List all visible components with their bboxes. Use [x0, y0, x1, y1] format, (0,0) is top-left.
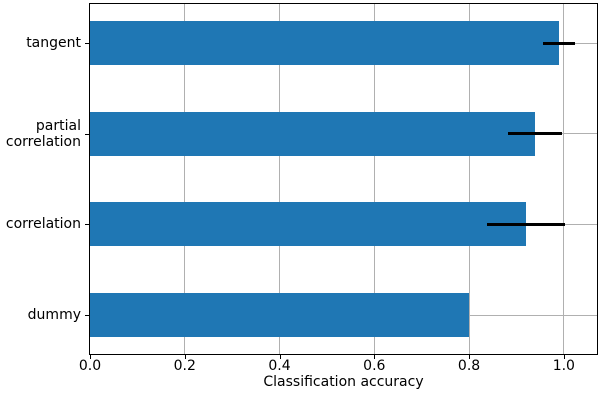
xtick-label-0.8: 0.8	[457, 358, 481, 374]
ytick-label-correlation: correlation	[5, 216, 81, 233]
gridline-x-0.2	[184, 4, 186, 354]
x-axis-label: Classification accuracy	[263, 374, 424, 390]
ytick-label-dummy: dummy	[27, 307, 81, 323]
xtick-label-0.6: 0.6	[363, 358, 386, 374]
bar-partial-correlation	[90, 111, 536, 156]
gridline-x-0.8	[468, 4, 470, 354]
bar-tangent	[90, 21, 560, 65]
xtick-label-0.2: 0.2	[173, 358, 196, 374]
ytick-partial-correlation	[85, 133, 90, 135]
ytick-tangent	[85, 43, 90, 44]
xtick-0.8	[469, 354, 471, 359]
xtick-label-1.0: 1.0	[552, 358, 575, 374]
gridline-x-1.0	[563, 4, 565, 354]
bar-correlation	[90, 202, 526, 247]
ytick-dummy	[85, 315, 90, 316]
xtick-0.2	[184, 354, 186, 359]
xtick-0.6	[374, 354, 376, 359]
gridline-x-0.4	[279, 4, 281, 354]
errorbar-tangent	[542, 41, 576, 45]
xtick-0.4	[279, 354, 281, 359]
ytick-label-tangent: tangent	[26, 35, 81, 51]
ytick-correlation	[85, 224, 90, 226]
xtick-label-0.4: 0.4	[268, 358, 291, 374]
xtick-1.0	[563, 354, 565, 359]
errorbar-correlation	[487, 222, 565, 226]
bar-dummy	[90, 293, 470, 337]
xtick-0.0	[90, 354, 91, 359]
plot-area	[89, 3, 598, 355]
errorbar-partial-correlation	[508, 132, 563, 136]
gridline-x-0.6	[373, 4, 375, 354]
xtick-label-0.0: 0.0	[78, 358, 102, 374]
ytick-label-partial-correlation: partial correlation	[5, 117, 81, 150]
